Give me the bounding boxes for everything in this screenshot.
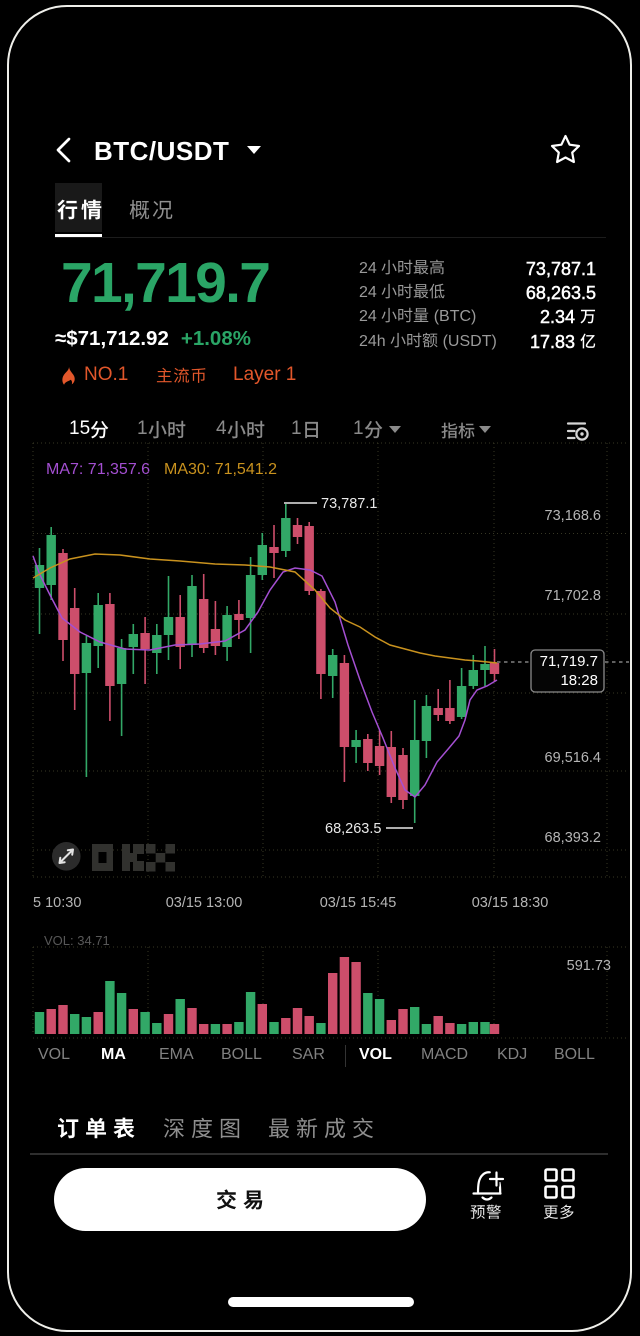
svg-text:591.73: 591.73 [567,958,611,974]
svg-text:03/15 15:45: 03/15 15:45 [320,895,397,911]
svg-text:03/15 13:00: 03/15 13:00 [166,895,243,911]
svg-text:69,516.4: 69,516.4 [545,750,601,766]
svg-text:18:28: 18:28 [560,672,598,689]
svg-text:68,393.2: 68,393.2 [545,830,601,846]
svg-text:71,702.8: 71,702.8 [545,588,601,604]
svg-text:71,719.7: 71,719.7 [540,653,598,670]
svg-text:VOL: 34.71: VOL: 34.71 [44,933,110,948]
svg-text:03/15 18:30: 03/15 18:30 [472,895,549,911]
svg-text:5 10:30: 5 10:30 [33,895,81,911]
svg-text:68,263.5: 68,263.5 [325,821,381,837]
svg-text:73,787.1: 73,787.1 [321,496,377,512]
svg-text:73,168.6: 73,168.6 [545,508,601,524]
